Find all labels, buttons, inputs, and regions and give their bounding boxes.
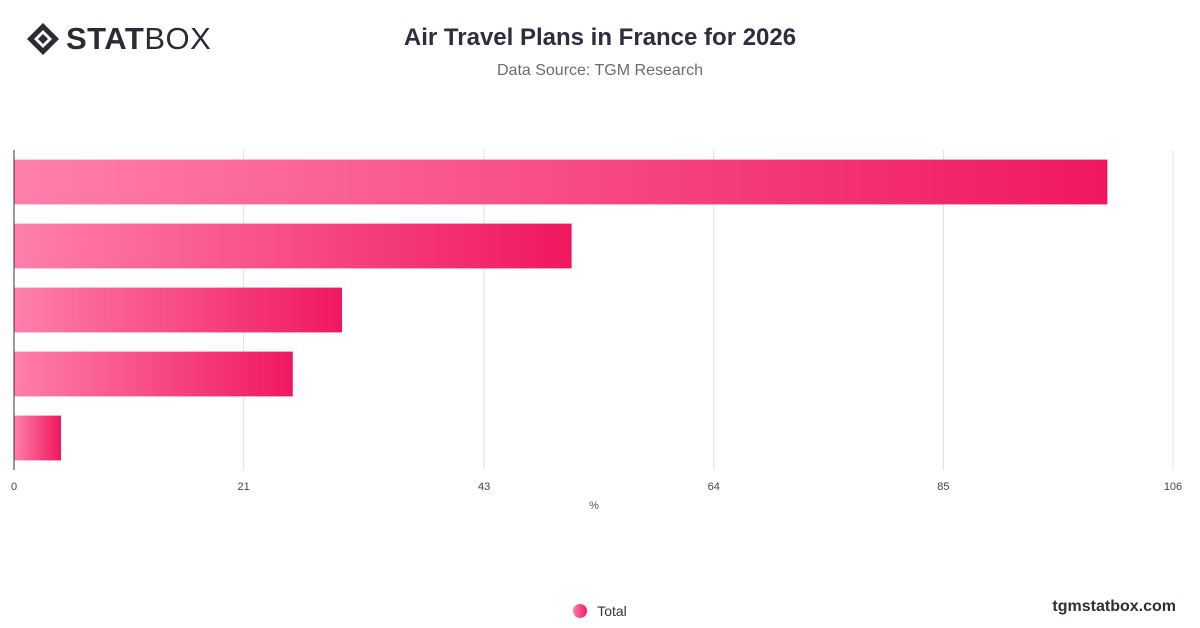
- chart-title: Air Travel Plans in France for 2026: [403, 24, 797, 51]
- x-axis-label: %: [589, 500, 599, 512]
- legend[interactable]: Total: [0, 602, 1200, 620]
- legend-label: Total: [597, 603, 627, 619]
- statbox-diamond-icon: [27, 23, 59, 55]
- statbox-logo: STATBOX: [26, 22, 211, 56]
- bar[interactable]: [14, 351, 293, 397]
- x-tick-label: 43: [478, 481, 490, 493]
- bar[interactable]: [14, 287, 343, 333]
- bars: [14, 159, 1108, 461]
- x-tick-label: 21: [237, 481, 249, 493]
- x-tick-label: 85: [937, 481, 949, 493]
- logo-wordmark-bold: STAT: [66, 21, 145, 56]
- x-tick-label: 64: [708, 481, 720, 493]
- bar[interactable]: [14, 223, 572, 269]
- website-label[interactable]: tgmstatbox.com: [1052, 598, 1176, 615]
- chart-subtitle: Data Source: TGM Research: [496, 62, 703, 79]
- x-tick-label: 106: [1164, 481, 1182, 493]
- legend-swatch: [573, 604, 588, 618]
- bar[interactable]: [14, 415, 62, 461]
- logo-wordmark-light: BOX: [144, 21, 212, 56]
- x-tick-label: 0: [11, 481, 17, 493]
- bar[interactable]: [14, 159, 1108, 205]
- logo-wordmark: STATBOX: [66, 22, 211, 56]
- x-tick-labels: 0 21 43 64 85 106: [11, 481, 1182, 493]
